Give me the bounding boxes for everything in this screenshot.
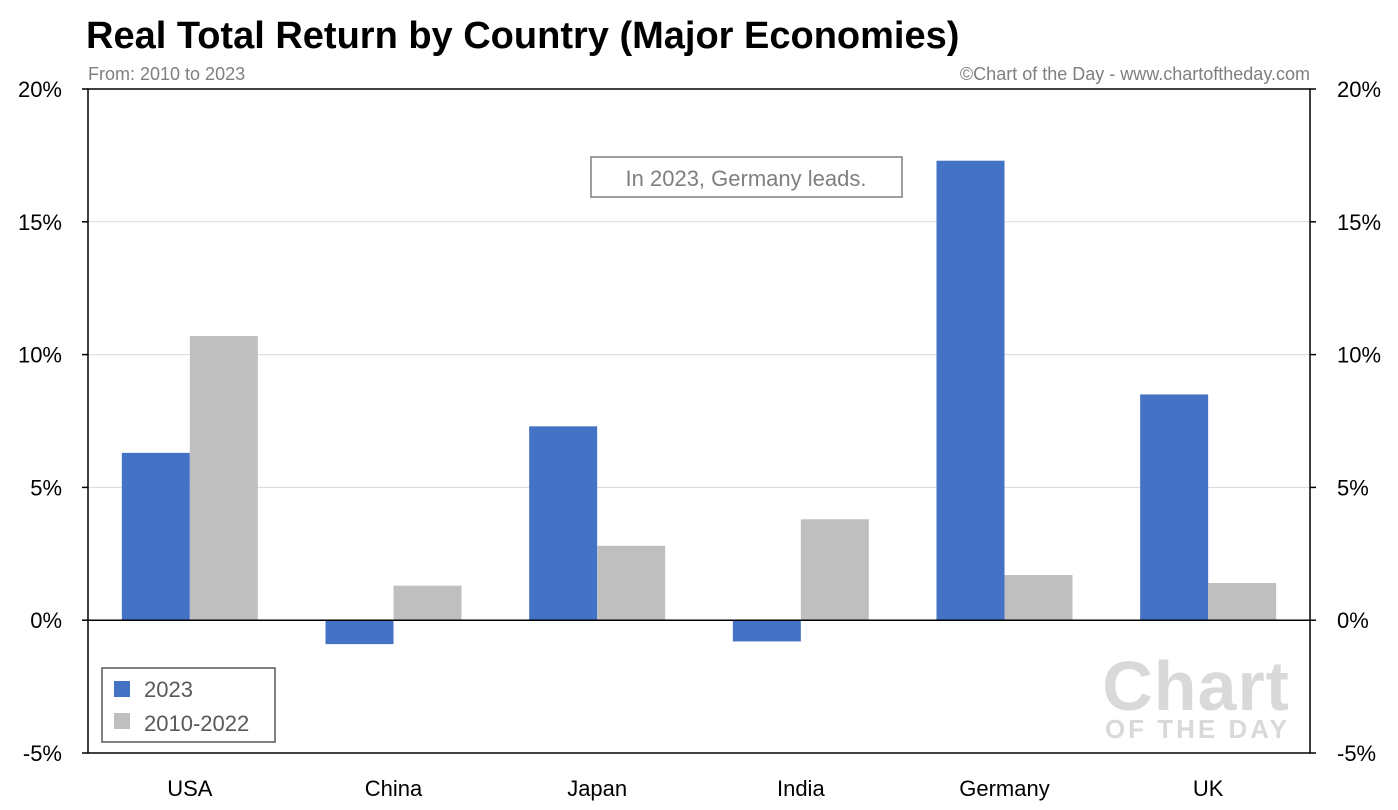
chart-source: ©Chart of the Day - www.chartoftheday.co… (960, 64, 1310, 84)
x-category-label: China (365, 776, 423, 801)
y-tick-label-left: 15% (18, 210, 62, 235)
legend: 2023 2010-2022 (101, 667, 276, 743)
x-axis-categories: USA China Japan India Germany UK (167, 776, 1224, 801)
x-category-label: Japan (567, 776, 627, 801)
y-tick-label-left: 5% (30, 475, 62, 500)
y-tick-label-left: 0% (30, 608, 62, 633)
annotation-box: In 2023, Germany leads. (590, 156, 903, 198)
legend-swatch-2023 (114, 681, 130, 697)
chart-subtitle: From: 2010 to 2023 (88, 64, 245, 84)
legend-label-2010-2022: 2010-2022 (144, 711, 249, 736)
bar-germany-2010-2022 (1004, 575, 1073, 621)
y-tick-label-right: 20% (1337, 77, 1381, 102)
y-axis-right: 20% 15% 10% 5% 0% -5% (1310, 77, 1381, 766)
chart-title: Real Total Return by Country (Major Econ… (86, 15, 959, 57)
y-tick-label-left: 20% (18, 77, 62, 102)
y-tick-label-right: 10% (1337, 343, 1381, 368)
annotation-text: In 2023, Germany leads. (626, 166, 867, 191)
y-tick-label-right: 0% (1337, 608, 1369, 633)
watermark-line1: Chart (1102, 647, 1290, 725)
watermark-logo: Chart OF THE DAY (1102, 647, 1290, 744)
bar-china-2010-2022 (393, 585, 462, 621)
bar-usa-2010-2022 (189, 336, 258, 621)
plot-area-frame (87, 88, 1311, 754)
bar-uk-2023 (1140, 394, 1209, 621)
y-tick-label-right: -5% (1337, 741, 1376, 766)
bar-germany-2023 (936, 160, 1005, 621)
y-tick-label-left: -5% (23, 741, 62, 766)
bar-uk-2010-2022 (1208, 583, 1277, 621)
y-tick-label-left: 10% (18, 343, 62, 368)
bar-china-2023 (325, 620, 394, 645)
y-axis-left: 20% 15% 10% 5% 0% -5% (18, 77, 88, 766)
bar-japan-2010-2022 (597, 545, 666, 621)
x-category-label: USA (167, 776, 213, 801)
x-category-label: India (777, 776, 825, 801)
bar-india-2023 (732, 620, 801, 642)
bar-japan-2023 (529, 426, 598, 621)
x-category-label: Germany (959, 776, 1049, 801)
bar-india-2010-2022 (800, 519, 869, 621)
y-tick-label-right: 15% (1337, 210, 1381, 235)
x-category-label: UK (1193, 776, 1224, 801)
annotation-border (590, 156, 903, 198)
bar-usa-2023 (121, 452, 190, 621)
legend-label-2023: 2023 (144, 677, 193, 702)
watermark-line2: OF THE DAY (1105, 714, 1290, 744)
bars (121, 160, 1277, 645)
legend-swatch-2010-2022 (114, 713, 130, 729)
gridlines (88, 221, 1310, 488)
legend-frame (101, 667, 276, 743)
y-tick-label-right: 5% (1337, 475, 1369, 500)
